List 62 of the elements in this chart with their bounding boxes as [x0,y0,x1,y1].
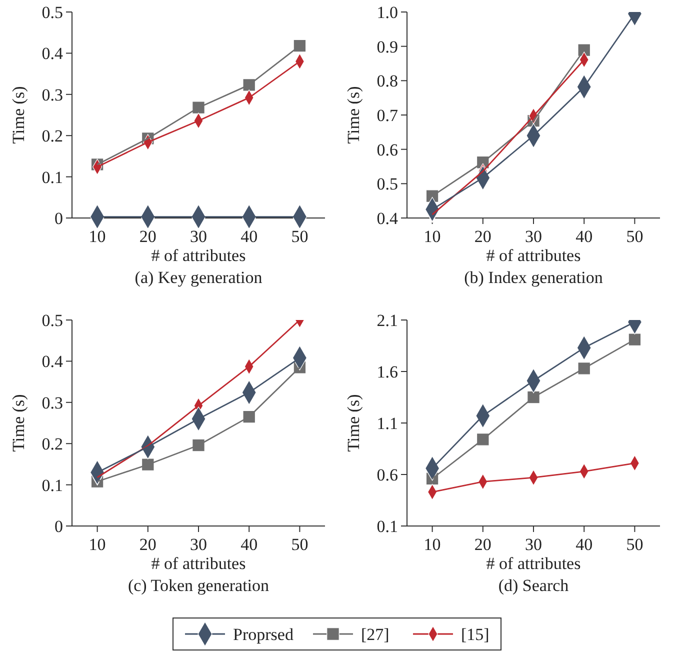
y-axis-title: Time (s) [9,394,28,452]
x-tick-label: 50 [291,227,308,246]
y-tick-label: 0.2 [42,434,63,454]
x-axis-title: # of attributes [151,554,246,573]
x-axis-title: # of attributes [486,554,581,573]
y-tick-label: 0.4 [42,352,64,372]
x-tick-label: 10 [424,227,441,246]
y-tick-label: 0.3 [42,393,63,412]
x-tick-label: 20 [474,227,492,246]
y-tick-label: 0.5 [376,174,398,194]
y-tick-label: 1.6 [376,362,398,382]
x-axis-title: # of attributes [486,246,581,265]
point [628,333,642,346]
x-tick-label: 40 [240,535,258,554]
text: (a) Key generation [134,268,263,287]
y-axis-title: Time (s) [344,394,363,452]
point [578,362,591,375]
y-tick-label: 0.2 [42,126,63,146]
y-tick-label: 0.4 [376,208,398,228]
x-tick-label: 50 [626,535,644,554]
text: (b) Index generation [464,268,604,287]
x-tick-label: 10 [88,535,106,554]
y-tick-label: 2.1 [376,310,398,330]
y-tick-label: 0.5 [42,2,63,22]
text: (d) Search [498,576,570,595]
legend-label: [15] [461,624,490,644]
y-tick-label: 0.6 [376,140,398,160]
legend-label: Proprsed [233,624,294,644]
y-tick-label: 1.0 [376,2,398,22]
y-tick-label: 0.6 [376,465,398,484]
y-axis-title: Time (s) [9,86,28,144]
y-tick-label: 0.8 [376,72,398,91]
y-tick-label: 0.9 [376,37,398,56]
y-tick-label: 0.3 [42,85,63,104]
y-tick-label: 1.1 [376,414,398,433]
x-tick-label: 40 [576,535,593,554]
x-tick-label: 50 [626,227,644,246]
y-tick-label: 0.5 [42,310,63,330]
x-tick-label: 10 [88,227,106,246]
y-tick-label: 0 [54,516,63,536]
x-tick-label: 30 [525,535,542,554]
x-tick-label: 20 [139,535,156,554]
text: (c) Token generation [128,576,270,595]
y-tick-label: 0.7 [376,106,398,125]
x-tick-label: 10 [424,535,441,554]
point [141,458,154,472]
x-tick-label: 40 [576,227,593,246]
x-tick-label: 20 [474,535,492,554]
x-tick-label: 40 [240,227,258,246]
y-tick-label: 0.1 [42,476,63,495]
x-tick-label: 30 [190,535,207,554]
x-tick-label: 30 [190,227,207,246]
x-tick-label: 50 [291,535,308,554]
y-tick-label: 0.1 [42,168,63,187]
y-tick-label: 0.4 [42,44,64,64]
x-tick-label: 30 [525,227,542,246]
y-tick-label: 0.1 [376,516,398,536]
x-tick-label: 20 [139,227,156,246]
x-axis-title: # of attributes [151,246,246,265]
y-tick-label: 0 [54,208,63,228]
legend-label: [27] [361,624,390,644]
y-axis-title: Time (s) [344,86,363,144]
